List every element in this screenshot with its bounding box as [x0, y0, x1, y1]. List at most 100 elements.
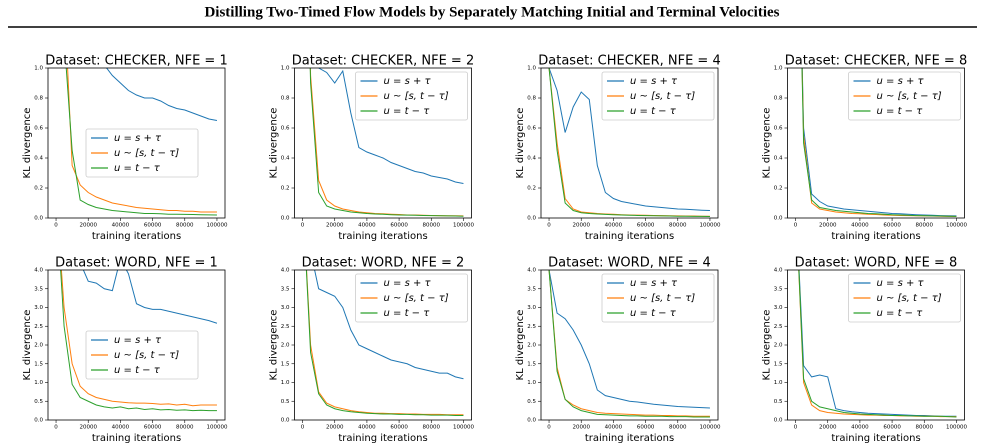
legend-label: u = s + τ — [877, 76, 925, 87]
plot-lines — [798, 270, 957, 418]
y-tick-label: 1.0 — [774, 66, 783, 72]
legend-box — [601, 71, 715, 121]
x-tick-label: 0 — [794, 223, 798, 229]
y-tick-label: 0.6 — [527, 126, 536, 132]
legend: u = s + τ u ~ [s, t − τ] u = t − τ — [601, 273, 715, 323]
legend-label: u = t − τ — [384, 106, 431, 117]
y-tick-label: 0.0 — [281, 216, 290, 222]
y-axis-label: KL divergence — [515, 108, 526, 179]
x-tick-label: 20000 — [572, 223, 590, 229]
series-line — [306, 270, 464, 416]
plot-frame — [294, 269, 472, 421]
y-tick-label: 0.6 — [774, 126, 783, 132]
x-tick-label: 60000 — [390, 425, 408, 431]
y-tick-label: 0.2 — [774, 186, 783, 192]
legend: u = s + τ u ~ [s, t − τ] u = t − τ — [355, 273, 468, 323]
x-tick-label: 100000 — [699, 223, 720, 229]
series-line — [305, 270, 464, 416]
x-axis-label: training iterations — [831, 231, 920, 242]
x-tick-label: 100000 — [453, 223, 474, 229]
legend-label: u = s + τ — [384, 76, 432, 87]
chart-panel: Dataset: CHECKER, NFE = 8 training iterat… — [762, 54, 968, 243]
y-axis-label: KL divergence — [515, 310, 526, 381]
y-tick-label: 0.6 — [34, 126, 43, 132]
series-line — [60, 270, 217, 412]
plot-lines — [548, 270, 710, 418]
y-tick-label: 0.8 — [527, 96, 536, 102]
y-tick-label: 0.4 — [774, 156, 783, 162]
series-line — [60, 270, 217, 407]
y-tick-label: 2.5 — [281, 324, 290, 330]
chart-panel: Dataset: CHECKER, NFE = 2 training iterat… — [269, 54, 475, 243]
x-tick-label: 0 — [301, 223, 305, 229]
legend-label: u = s + τ — [384, 278, 432, 289]
legend: u = s + τ u ~ [s, t − τ] u = t − τ — [601, 71, 715, 121]
y-axis-label: KL divergence — [269, 108, 280, 179]
y-tick-label: 3.0 — [281, 305, 290, 311]
series-line — [105, 68, 218, 121]
y-tick-label: 3.5 — [774, 286, 783, 292]
legend-box — [85, 330, 199, 380]
x-tick-label: 80000 — [423, 223, 441, 229]
x-tick-label: 40000 — [358, 223, 376, 229]
plot-lines — [801, 68, 957, 217]
x-tick-label: 40000 — [605, 425, 623, 431]
y-tick-label: 0.8 — [34, 96, 43, 102]
y-tick-label: 1.5 — [34, 361, 43, 367]
legend-label: u = s + τ — [114, 133, 162, 144]
x-tick-label: 0 — [54, 223, 58, 229]
x-axis-label: training iterations — [338, 231, 427, 242]
y-tick-label: 0.8 — [774, 96, 783, 102]
x-tick-label: 20000 — [326, 223, 344, 229]
y-tick-label: 0.2 — [34, 186, 43, 192]
legend-label: u = t − τ — [384, 308, 431, 319]
y-tick-label: 3.0 — [527, 305, 536, 311]
chart-title: Dataset: WORD, NFE = 8 — [795, 256, 958, 271]
x-tick-label: 100000 — [699, 425, 720, 431]
chart-panel: Dataset: WORD, NFE = 1 training iteration… — [22, 256, 228, 445]
y-tick-label: 1.5 — [527, 361, 536, 367]
series-line — [318, 68, 464, 184]
x-tick-label: 40000 — [851, 223, 869, 229]
x-tick-label: 0 — [547, 425, 551, 431]
y-tick-label: 0.2 — [527, 186, 536, 192]
y-tick-label: 2.0 — [774, 343, 783, 349]
y-tick-label: 0.5 — [34, 399, 43, 405]
legend-box — [848, 273, 961, 323]
legend-label: u = t − τ — [630, 106, 677, 117]
plot-frame — [294, 67, 472, 219]
legend-label: u ~ [s, t − τ] — [384, 293, 449, 304]
y-tick-label: 4.0 — [281, 268, 290, 274]
legend-label: u = s + τ — [114, 335, 162, 346]
y-tick-label: 4.0 — [34, 268, 43, 274]
x-tick-label: 80000 — [669, 425, 687, 431]
y-tick-label: 0.4 — [34, 156, 43, 162]
y-tick-label: 1.0 — [34, 66, 43, 72]
plot-frame — [540, 67, 719, 219]
x-tick-label: 60000 — [637, 223, 655, 229]
y-tick-label: 0.4 — [281, 156, 290, 162]
x-tick-label: 100000 — [453, 425, 474, 431]
x-tick-label: 100000 — [946, 223, 967, 229]
chart-panel: Dataset: WORD, NFE = 8 training iteration… — [762, 256, 968, 445]
x-tick-label: 40000 — [358, 425, 376, 431]
x-tick-label: 20000 — [79, 425, 97, 431]
legend-box — [355, 71, 468, 121]
y-tick-label: 1.0 — [774, 380, 783, 386]
plot-lines — [548, 68, 710, 217]
y-tick-label: 0.5 — [281, 399, 290, 405]
plot-frame — [540, 269, 719, 421]
x-tick-label: 20000 — [326, 425, 344, 431]
x-tick-label: 80000 — [669, 223, 687, 229]
chart-title: Dataset: CHECKER, NFE = 8 — [785, 54, 967, 69]
x-axis-label: training iterations — [585, 433, 674, 444]
y-tick-label: 4.0 — [527, 268, 536, 274]
x-tick-label: 100000 — [946, 425, 967, 431]
series-line — [548, 68, 710, 217]
x-tick-label: 40000 — [605, 223, 623, 229]
x-tick-label: 60000 — [637, 425, 655, 431]
x-tick-label: 20000 — [819, 223, 837, 229]
series-line — [314, 270, 464, 380]
x-tick-label: 0 — [54, 425, 58, 431]
legend-box — [601, 273, 715, 323]
